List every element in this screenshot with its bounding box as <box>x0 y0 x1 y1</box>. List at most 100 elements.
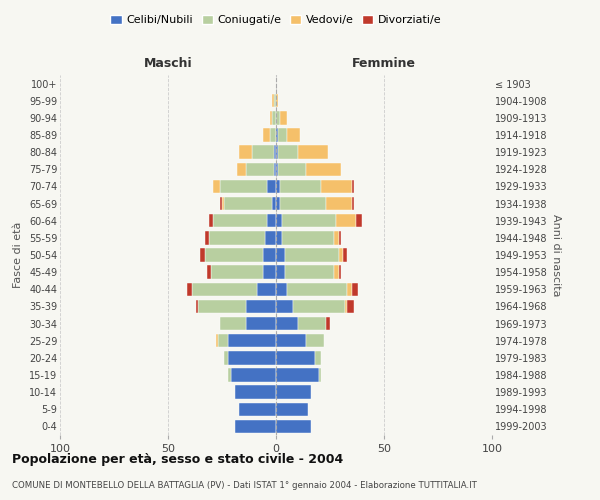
Bar <box>220 180 268 193</box>
Bar <box>347 300 354 313</box>
Bar <box>220 317 246 330</box>
Bar <box>276 146 278 159</box>
Bar <box>239 402 276 416</box>
Bar <box>345 300 347 313</box>
Bar <box>276 317 298 330</box>
Bar <box>235 420 276 433</box>
Bar <box>276 197 280 210</box>
Bar <box>272 94 274 108</box>
Bar <box>276 162 278 176</box>
Bar <box>298 146 328 159</box>
Bar <box>229 334 276 347</box>
Bar <box>237 162 246 176</box>
Bar <box>276 111 280 124</box>
Bar <box>246 162 274 176</box>
Bar <box>334 266 338 279</box>
Text: Popolazione per età, sesso e stato civile - 2004: Popolazione per età, sesso e stato civil… <box>12 452 343 466</box>
Bar <box>356 214 362 228</box>
Bar <box>283 231 334 244</box>
Bar <box>229 368 230 382</box>
Bar <box>222 197 224 210</box>
Bar <box>352 282 358 296</box>
Bar <box>200 248 205 262</box>
Bar <box>306 162 341 176</box>
Bar <box>298 317 326 330</box>
Bar <box>269 128 276 141</box>
Bar <box>205 248 263 262</box>
Bar <box>276 94 278 108</box>
Bar <box>343 248 347 262</box>
Bar <box>229 351 276 364</box>
Bar <box>230 368 276 382</box>
Bar <box>239 146 252 159</box>
Bar <box>283 214 337 228</box>
Bar <box>196 300 198 313</box>
Bar <box>224 197 272 210</box>
Bar <box>265 231 276 244</box>
Bar <box>280 197 326 210</box>
Bar <box>218 334 229 347</box>
Bar <box>276 214 283 228</box>
Bar <box>347 282 352 296</box>
Bar <box>263 248 276 262</box>
Bar <box>293 300 345 313</box>
Bar <box>215 334 218 347</box>
Bar <box>322 180 352 193</box>
Bar <box>276 282 287 296</box>
Bar <box>276 402 308 416</box>
Bar <box>274 146 276 159</box>
Bar <box>207 266 211 279</box>
Bar <box>352 180 354 193</box>
Bar <box>209 231 265 244</box>
Text: COMUNE DI MONTEBELLO DELLA BATTAGLIA (PV) - Dati ISTAT 1° gennaio 2004 - Elabora: COMUNE DI MONTEBELLO DELLA BATTAGLIA (PV… <box>12 480 477 490</box>
Bar <box>252 146 274 159</box>
Bar <box>272 111 276 124</box>
Bar <box>214 214 268 228</box>
Bar <box>284 248 338 262</box>
Bar <box>274 162 276 176</box>
Bar <box>205 231 209 244</box>
Bar <box>276 420 311 433</box>
Bar <box>272 197 276 210</box>
Bar <box>276 300 293 313</box>
Bar <box>276 266 284 279</box>
Bar <box>268 180 276 193</box>
Bar <box>276 334 306 347</box>
Bar <box>278 128 287 141</box>
Bar <box>326 317 330 330</box>
Bar <box>334 231 338 244</box>
Y-axis label: Fasce di età: Fasce di età <box>13 222 23 288</box>
Bar <box>211 266 263 279</box>
Text: Femmine: Femmine <box>352 57 416 70</box>
Bar <box>280 180 322 193</box>
Bar <box>246 317 276 330</box>
Y-axis label: Anni di nascita: Anni di nascita <box>551 214 562 296</box>
Bar <box>246 300 276 313</box>
Bar <box>269 111 272 124</box>
Bar <box>198 300 246 313</box>
Bar <box>276 231 283 244</box>
Bar <box>274 94 276 108</box>
Bar <box>326 197 352 210</box>
Bar <box>224 351 229 364</box>
Bar <box>220 197 222 210</box>
Bar <box>263 266 276 279</box>
Bar <box>276 368 319 382</box>
Bar <box>280 111 287 124</box>
Bar <box>338 266 341 279</box>
Bar <box>209 214 214 228</box>
Bar <box>337 214 356 228</box>
Bar <box>287 128 300 141</box>
Bar <box>257 282 276 296</box>
Bar <box>276 351 315 364</box>
Bar <box>287 282 347 296</box>
Bar <box>284 266 334 279</box>
Bar <box>263 128 269 141</box>
Bar <box>276 248 284 262</box>
Bar <box>235 386 276 399</box>
Bar <box>214 180 220 193</box>
Bar <box>276 386 311 399</box>
Bar <box>338 231 341 244</box>
Bar <box>268 214 276 228</box>
Bar <box>276 180 280 193</box>
